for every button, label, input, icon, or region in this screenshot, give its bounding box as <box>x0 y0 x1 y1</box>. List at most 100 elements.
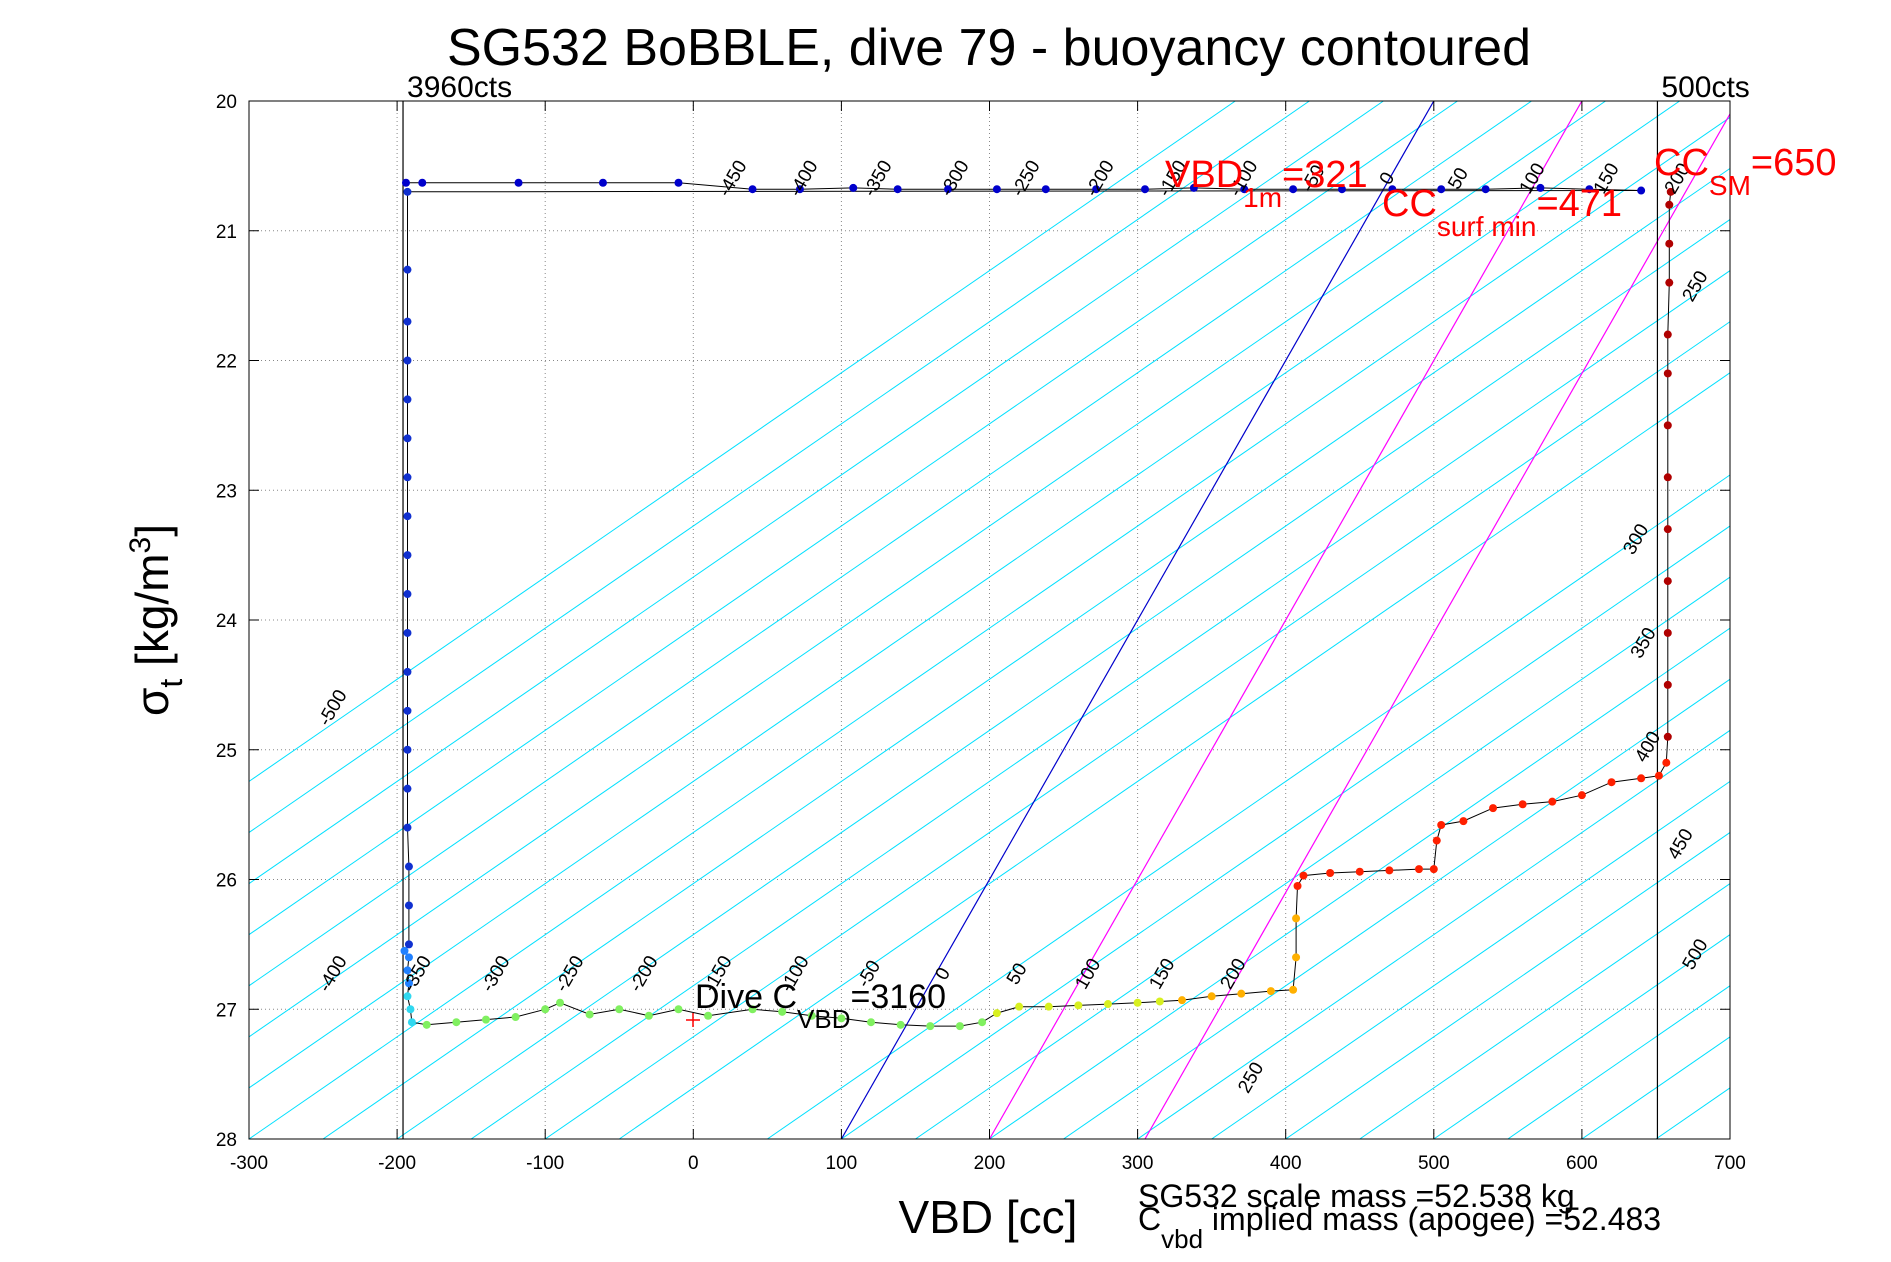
data-point <box>541 1005 550 1014</box>
data-point <box>867 1018 876 1027</box>
contour-line <box>249 101 1606 1038</box>
data-point <box>1663 525 1672 534</box>
y-tick-label: 23 <box>216 481 237 502</box>
data-point <box>704 1011 713 1020</box>
data-point <box>1459 817 1468 826</box>
data-point <box>992 185 1001 194</box>
data-point <box>598 178 607 187</box>
data-point <box>926 1022 935 1031</box>
data-point <box>514 178 523 187</box>
data-point <box>1654 771 1663 780</box>
data-point <box>1299 871 1308 880</box>
data-point <box>1141 185 1150 194</box>
data-point <box>1044 1002 1053 1011</box>
annotation-cc-sm-value: =650 <box>1751 142 1837 184</box>
data-point <box>1074 1001 1083 1010</box>
x-tick-label: -100 <box>526 1153 564 1174</box>
data-point <box>955 1022 964 1031</box>
contour-line <box>1137 729 1730 1139</box>
annotation-vbd-1m-value: =321 <box>1282 154 1368 196</box>
data-point <box>1437 185 1446 194</box>
data-point <box>1103 1000 1112 1009</box>
contour-line <box>249 101 1458 936</box>
data-point <box>1662 758 1671 767</box>
contour-line <box>841 525 1730 1139</box>
data-point <box>1536 183 1545 192</box>
data-point <box>403 551 412 560</box>
data-point <box>1663 421 1672 430</box>
data-point <box>1133 998 1142 1007</box>
data-point <box>404 953 413 962</box>
contour-line <box>1211 780 1730 1139</box>
contour-line <box>1878 101 1891 1139</box>
data-point <box>403 706 412 715</box>
data-point <box>1337 185 1346 194</box>
annotation-dive-c-vbd: Dive CVBD=3160 <box>695 978 946 1034</box>
contour-line <box>767 474 1730 1139</box>
diagonal-line-zero <box>840 101 1435 1139</box>
data-point <box>1293 881 1302 890</box>
data-point <box>1665 200 1674 209</box>
data-point <box>403 434 412 443</box>
x-tick-label: 400 <box>1270 1153 1302 1174</box>
data-point <box>1663 369 1672 378</box>
data-point <box>615 1005 624 1014</box>
annotation-cc-surf-min-value: =471 <box>1536 183 1622 225</box>
data-point <box>1665 278 1674 287</box>
data-point <box>1518 800 1527 809</box>
annotation-cc-sm: CCSM=650 <box>1654 142 1836 201</box>
data-point <box>674 178 683 187</box>
data-point <box>1292 914 1301 923</box>
annotation-scale-mass: SG532 scale mass =52.538 kg <box>1138 1178 1575 1214</box>
data-point <box>944 185 953 194</box>
data-point <box>1414 865 1423 874</box>
reference-diagonals <box>840 101 1730 1139</box>
x-tick-label: -200 <box>378 1153 416 1174</box>
contour-line <box>396 218 1730 1139</box>
annotation-implied-rest: implied mass (apogee) =52.483 <box>1203 1201 1661 1237</box>
data-point <box>778 1007 787 1016</box>
data-point <box>1577 791 1586 800</box>
contour-line <box>1804 101 1891 1139</box>
annotation-implied-main: C <box>1138 1201 1161 1237</box>
data-point <box>837 1014 846 1023</box>
data-point <box>403 356 412 365</box>
count-line-label: 500cts <box>1661 71 1749 104</box>
x-axis-ticks: -300 -200 -100 0 100 200 300 400 500 600 700 <box>230 101 1746 1174</box>
y-tick-label: 26 <box>216 871 237 892</box>
data-point <box>1663 732 1672 741</box>
diagonal-line-m1 <box>988 101 1583 1139</box>
annotation-cc-surf-min-sub: surf min <box>1437 211 1537 242</box>
diagonal-line-m2 <box>1144 112 1730 1139</box>
data-point <box>849 183 858 192</box>
y-axis-label-unit: [kg/m <box>126 553 178 678</box>
contour-line <box>249 101 1310 834</box>
annotation-implied-sub: vbd <box>1161 1224 1203 1254</box>
count-limit-lines: 3960cts 500cts <box>402 71 1750 1139</box>
annotation-cc-sm-main: CC <box>1654 142 1709 184</box>
x-tick-label: 300 <box>1122 1153 1154 1174</box>
x-tick-label: -300 <box>230 1153 268 1174</box>
data-point <box>556 998 565 1007</box>
data-point <box>1292 953 1301 962</box>
data-point <box>481 1015 490 1024</box>
contour-line <box>249 116 1730 1139</box>
contour-line <box>1063 678 1730 1139</box>
data-point <box>403 187 412 196</box>
data-point <box>1663 680 1672 689</box>
data-point <box>1092 185 1101 194</box>
data-point <box>1432 836 1441 845</box>
contour-line <box>470 269 1730 1139</box>
count-line-label: 3960cts <box>407 71 512 104</box>
buoyancy-contours <box>249 101 1891 1139</box>
y-tick-label: 20 <box>216 92 237 113</box>
data-point <box>452 1018 461 1027</box>
data-point <box>404 862 413 871</box>
data-point <box>403 512 412 521</box>
data-point <box>403 667 412 676</box>
data-point <box>403 473 412 482</box>
data-point <box>1266 987 1275 996</box>
x-tick-label: 0 <box>688 1153 699 1174</box>
data-point <box>404 979 413 988</box>
